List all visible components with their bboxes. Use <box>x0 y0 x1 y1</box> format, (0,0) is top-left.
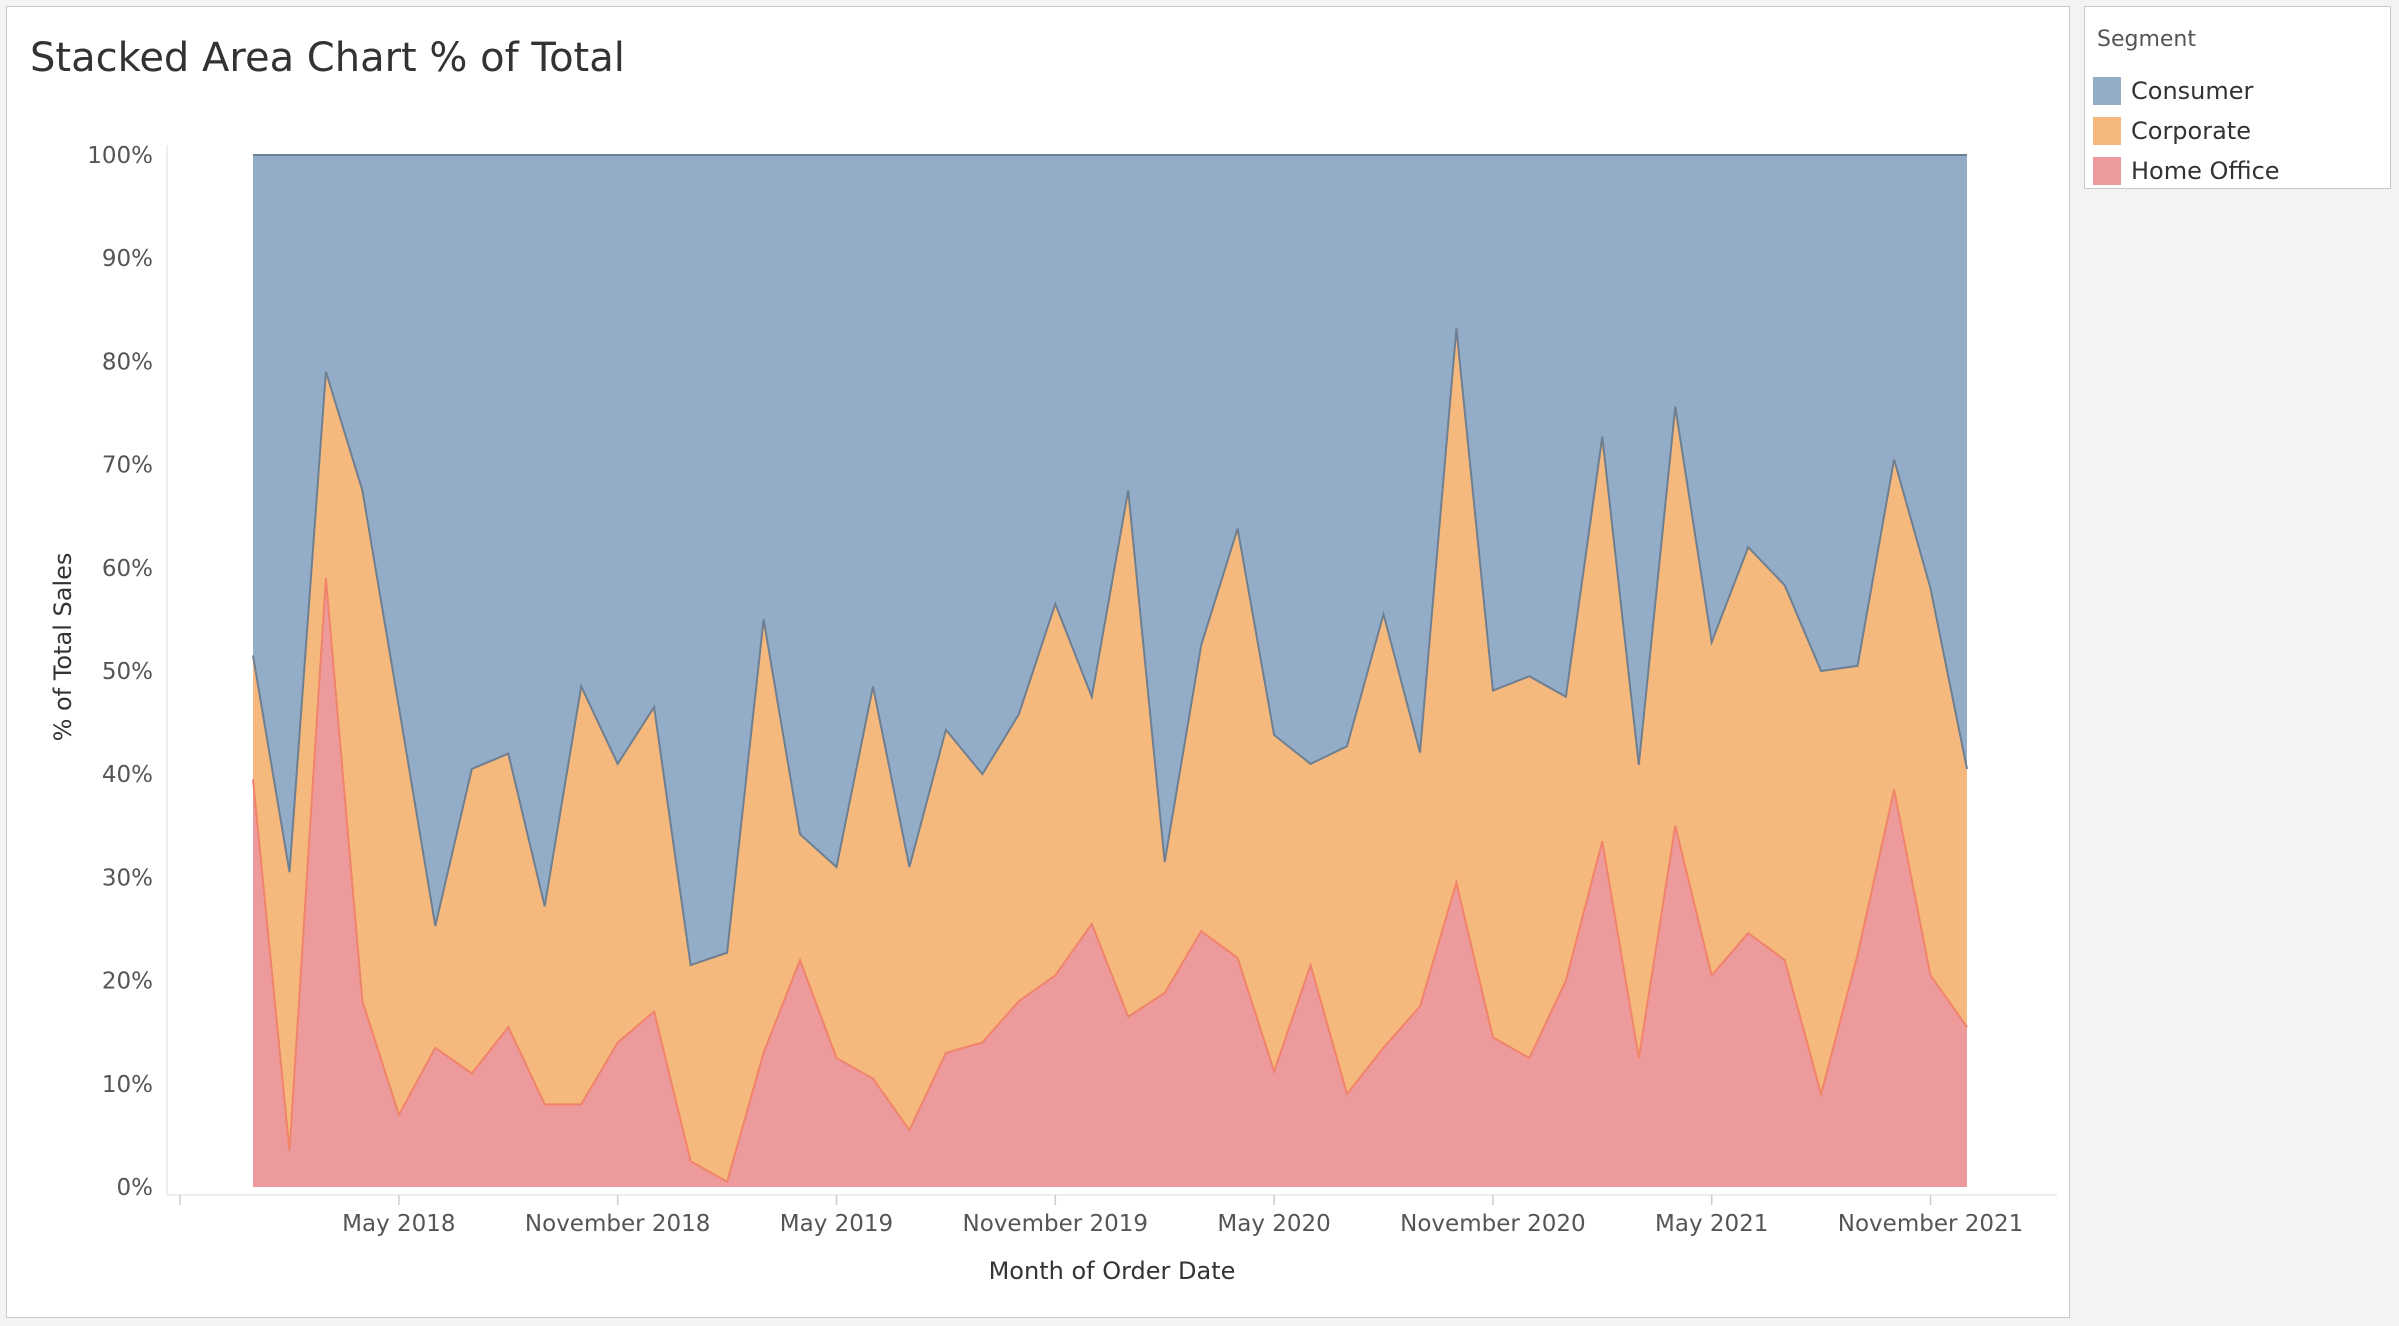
x-tick-label: May 2021 <box>1655 1211 1768 1237</box>
y-tick-label: 70% <box>102 453 153 479</box>
x-tick-label: November 2019 <box>963 1211 1149 1237</box>
area-corporate <box>253 328 1967 1182</box>
y-tick-label: 50% <box>102 659 153 685</box>
y-tick-label: 60% <box>102 556 153 582</box>
legend-label-consumer: Consumer <box>2131 77 2254 105</box>
legend-swatch-corporate <box>2093 117 2121 145</box>
x-tick-label: November 2018 <box>525 1211 711 1237</box>
legend-label-corporate: Corporate <box>2131 117 2251 145</box>
chart-panel: Stacked Area Chart % of Total 0% 10% 20% 30… <box>6 6 2070 1318</box>
legend-item-corporate[interactable]: Corporate <box>2093 111 2280 151</box>
legend-swatch-home-office <box>2093 157 2121 185</box>
y-tick-label: 20% <box>102 969 153 995</box>
y-tick-label: 80% <box>102 349 153 375</box>
area-home-office <box>253 578 1967 1187</box>
y-tick-label: 40% <box>102 762 153 788</box>
legend: Segment Consumer Corporate Home Office <box>2084 6 2391 189</box>
chart-title: Stacked Area Chart % of Total <box>30 35 625 81</box>
line-home-office <box>252 578 1968 1184</box>
y-tick-label: 90% <box>102 246 153 272</box>
legend-item-consumer[interactable]: Consumer <box>2093 71 2280 111</box>
y-tick-label: 100% <box>87 143 153 169</box>
y-tick-label: 10% <box>102 1072 153 1098</box>
legend-swatch-consumer <box>2093 77 2121 105</box>
y-axis-title: % of Total Sales <box>49 553 77 742</box>
legend-label-home-office: Home Office <box>2131 157 2280 185</box>
stacked-area-chart: 0% 10% 20% 30% 40% 50% 60% 70% 80% 90% 100% May 201… <box>49 143 2057 1285</box>
x-tick-label: November 2021 <box>1838 1211 2024 1237</box>
x-tick-label: May 2020 <box>1217 1211 1330 1237</box>
x-tick-label: November 2020 <box>1400 1211 1586 1237</box>
y-tick-label: 0% <box>117 1175 154 1201</box>
y-tick-label: 30% <box>102 865 153 891</box>
legend-items: Consumer Corporate Home Office <box>2093 71 2280 191</box>
line-corporate <box>252 328 1968 967</box>
x-tick-label: May 2018 <box>342 1211 455 1237</box>
area-consumer <box>253 155 1967 966</box>
x-tick-label: May 2019 <box>780 1211 893 1237</box>
x-axis-title: Month of Order Date <box>989 1257 1236 1285</box>
legend-item-home-office[interactable]: Home Office <box>2093 151 2280 191</box>
legend-title: Segment <box>2097 27 2196 52</box>
